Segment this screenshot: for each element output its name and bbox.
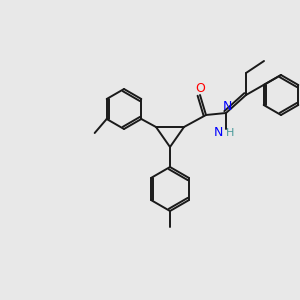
Text: N: N (213, 127, 223, 140)
Text: O: O (195, 82, 205, 95)
Text: N: N (222, 100, 232, 112)
Text: H: H (226, 128, 234, 138)
